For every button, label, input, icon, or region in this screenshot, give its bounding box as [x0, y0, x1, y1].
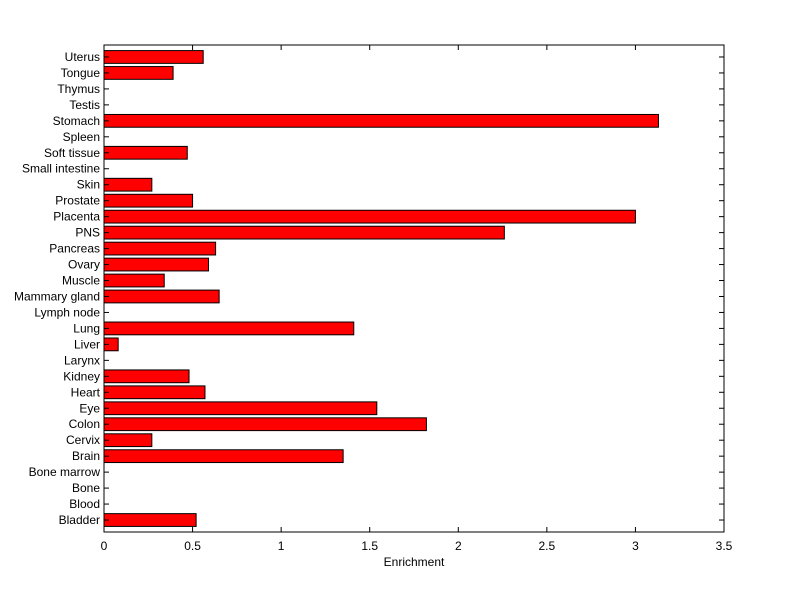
bar-mammary-gland — [103, 289, 220, 304]
bar-brain — [103, 449, 344, 464]
bar-ovary — [103, 257, 210, 272]
x-tick-label: 1 — [278, 539, 285, 553]
y-tick-label: Eye — [79, 401, 100, 415]
x-tick-label: 1.5 — [361, 539, 378, 553]
y-tick-label: PNS — [75, 226, 100, 240]
x-tick-label: 2.5 — [539, 539, 556, 553]
bar-placenta — [103, 209, 636, 224]
y-tick-label: Small intestine — [22, 162, 100, 176]
x-tick-label: 2 — [455, 539, 462, 553]
y-tick-label: Brain — [72, 449, 100, 463]
bar-tongue — [103, 66, 174, 80]
y-tick-label: Liver — [74, 337, 100, 351]
bar-skin — [103, 177, 153, 192]
y-tick-label: Larynx — [64, 353, 100, 367]
y-tick-label: Kidney — [63, 369, 100, 383]
bars-group — [103, 50, 659, 527]
y-tick-label: Blood — [69, 497, 100, 511]
bar-cervix — [103, 433, 153, 448]
y-tick-labels: Bladder Blood Bone Bone marrow Brain Cervix Co… — [14, 50, 101, 527]
y-tick-label: Bladder — [59, 513, 100, 527]
y-tick-label: Muscle — [62, 274, 100, 288]
bar-pancreas — [103, 241, 217, 256]
plot-area-frame — [103, 44, 725, 533]
bar-pns — [103, 225, 505, 240]
y-tick-label: Thymus — [57, 82, 100, 96]
y-tick-label: Uterus — [65, 50, 100, 64]
y-tick-label: Stomach — [53, 114, 100, 128]
x-tick-label: 3 — [632, 539, 639, 553]
y-tick-label: Ovary — [68, 258, 100, 272]
bar-muscle — [103, 273, 165, 288]
bar-stomach — [103, 113, 659, 128]
y-tick-label: Bone — [72, 481, 100, 495]
bar-heart — [103, 385, 206, 400]
bar-soft-tissue — [103, 145, 188, 160]
bar-kidney — [103, 369, 190, 384]
y-tick-label: Lymph node — [34, 305, 100, 319]
y-tick-label: Soft tissue — [44, 146, 100, 160]
x-tick-label: 3.5 — [716, 539, 733, 553]
y-tick-label: Mammary gland — [14, 289, 100, 303]
bar-lung — [103, 321, 355, 336]
bar-uterus — [103, 50, 204, 64]
bar-colon — [103, 417, 427, 432]
y-tick-label: Placenta — [53, 210, 100, 224]
y-tick-label: Skin — [77, 178, 100, 192]
y-tick-label: Lung — [73, 321, 100, 335]
x-tick-label: 0 — [101, 539, 108, 553]
bar-eye — [103, 401, 378, 416]
bar-prostate — [103, 193, 194, 208]
y-tick-label: Heart — [71, 385, 101, 399]
x-tick-label: 0.5 — [184, 539, 201, 553]
y-tick-label: Testis — [69, 98, 100, 112]
bar-bladder — [103, 513, 197, 527]
y-tick-label: Pancreas — [49, 242, 100, 256]
x-axis-label: Enrichment — [384, 555, 445, 569]
y-tick-label: Colon — [69, 417, 100, 431]
y-tick-label: Spleen — [63, 130, 100, 144]
y-tick-label: Bone marrow — [29, 465, 101, 479]
ticks-group — [103, 45, 725, 532]
y-tick-label: Cervix — [66, 433, 100, 447]
y-tick-label: Prostate — [55, 194, 100, 208]
x-tick-labels: 0 0.5 1 1.5 2 2.5 3 3.5 — [101, 539, 733, 553]
y-tick-label: Tongue — [61, 66, 101, 80]
